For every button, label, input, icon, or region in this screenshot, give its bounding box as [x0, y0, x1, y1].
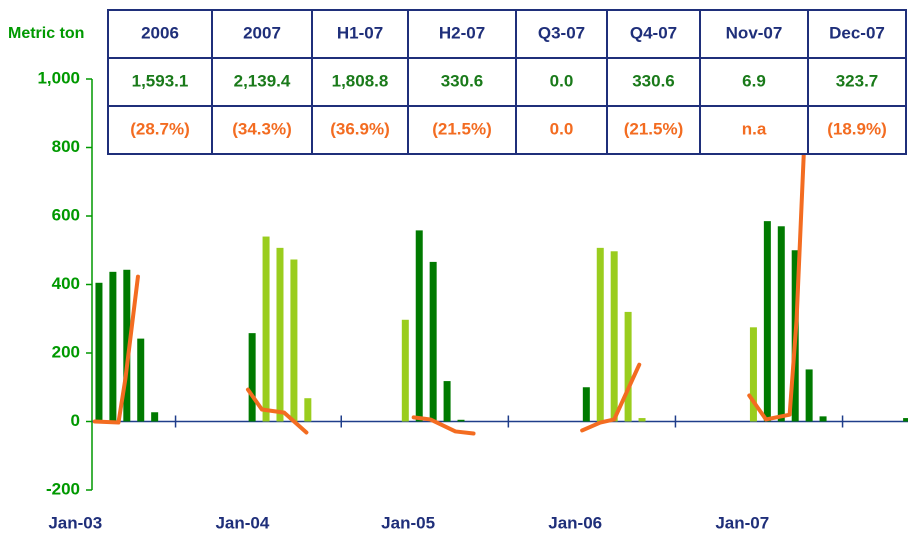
bar [749, 327, 757, 422]
bar [123, 269, 131, 422]
table-cell: (34.3%) [232, 119, 292, 138]
y-axis-label: Metric ton [8, 25, 84, 42]
table-header: Q4-07 [630, 23, 677, 42]
bar [290, 259, 298, 422]
bar [777, 226, 785, 422]
table-cell: (18.9%) [827, 119, 887, 138]
table-cell: 330.6 [632, 71, 675, 90]
y-tick-label: 800 [52, 137, 80, 156]
bar [248, 333, 256, 422]
bar [457, 419, 465, 422]
bar [582, 387, 590, 422]
bar [443, 381, 451, 422]
table-cell: (28.7%) [130, 119, 190, 138]
x-tick-label: Jan-03 [48, 513, 102, 532]
table-cell: 1,808.8 [332, 71, 389, 90]
bar [610, 251, 618, 422]
bar [151, 412, 159, 422]
bar [638, 418, 646, 422]
table-cell: (21.5%) [624, 119, 684, 138]
bar [109, 271, 117, 422]
table-bg [107, 9, 907, 155]
table-cell: n.a [742, 119, 767, 138]
table-header: 2006 [141, 23, 179, 42]
bar [95, 282, 103, 422]
table-header: Nov-07 [726, 23, 783, 42]
y-tick-label: 600 [52, 205, 80, 224]
table-cell: 0.0 [550, 119, 574, 138]
x-tick-label: Jan-04 [215, 513, 269, 532]
bar [415, 230, 423, 422]
table-cell: 1,593.1 [132, 71, 189, 90]
table-header: 2007 [243, 23, 281, 42]
bar [137, 338, 145, 422]
y-tick-label: 200 [52, 342, 80, 361]
table-cell: (36.9%) [330, 119, 390, 138]
bar [624, 311, 632, 422]
table-cell: 2,139.4 [234, 71, 291, 90]
bar [596, 247, 604, 422]
bar [763, 221, 771, 422]
line [92, 92, 809, 436]
table-header: H2-07 [439, 23, 485, 42]
bar [819, 416, 827, 422]
y-tick-label: 0 [71, 411, 80, 430]
x-tick-label: Jan-07 [715, 513, 769, 532]
bar [805, 369, 813, 422]
bar [903, 418, 908, 422]
x-tick-label: Jan-05 [381, 513, 435, 532]
table-cell: (21.5%) [432, 119, 492, 138]
bar [429, 261, 437, 422]
table-header: Q3-07 [538, 23, 585, 42]
bar [276, 247, 284, 422]
table-cell: 330.6 [441, 71, 484, 90]
bar [262, 236, 270, 422]
table-header: H1-07 [337, 23, 383, 42]
y-tick-label: 400 [52, 274, 80, 293]
x-tick-label: Jan-06 [548, 513, 602, 532]
y-tick-label: -200 [46, 479, 80, 498]
y-tick-label: 1,000 [37, 68, 80, 87]
bar [401, 319, 409, 422]
bar [304, 398, 312, 422]
table-header: Dec-07 [829, 23, 885, 42]
table-cell: 0.0 [550, 71, 574, 90]
table-cell: 6.9 [742, 71, 766, 90]
table-cell: 323.7 [836, 71, 879, 90]
